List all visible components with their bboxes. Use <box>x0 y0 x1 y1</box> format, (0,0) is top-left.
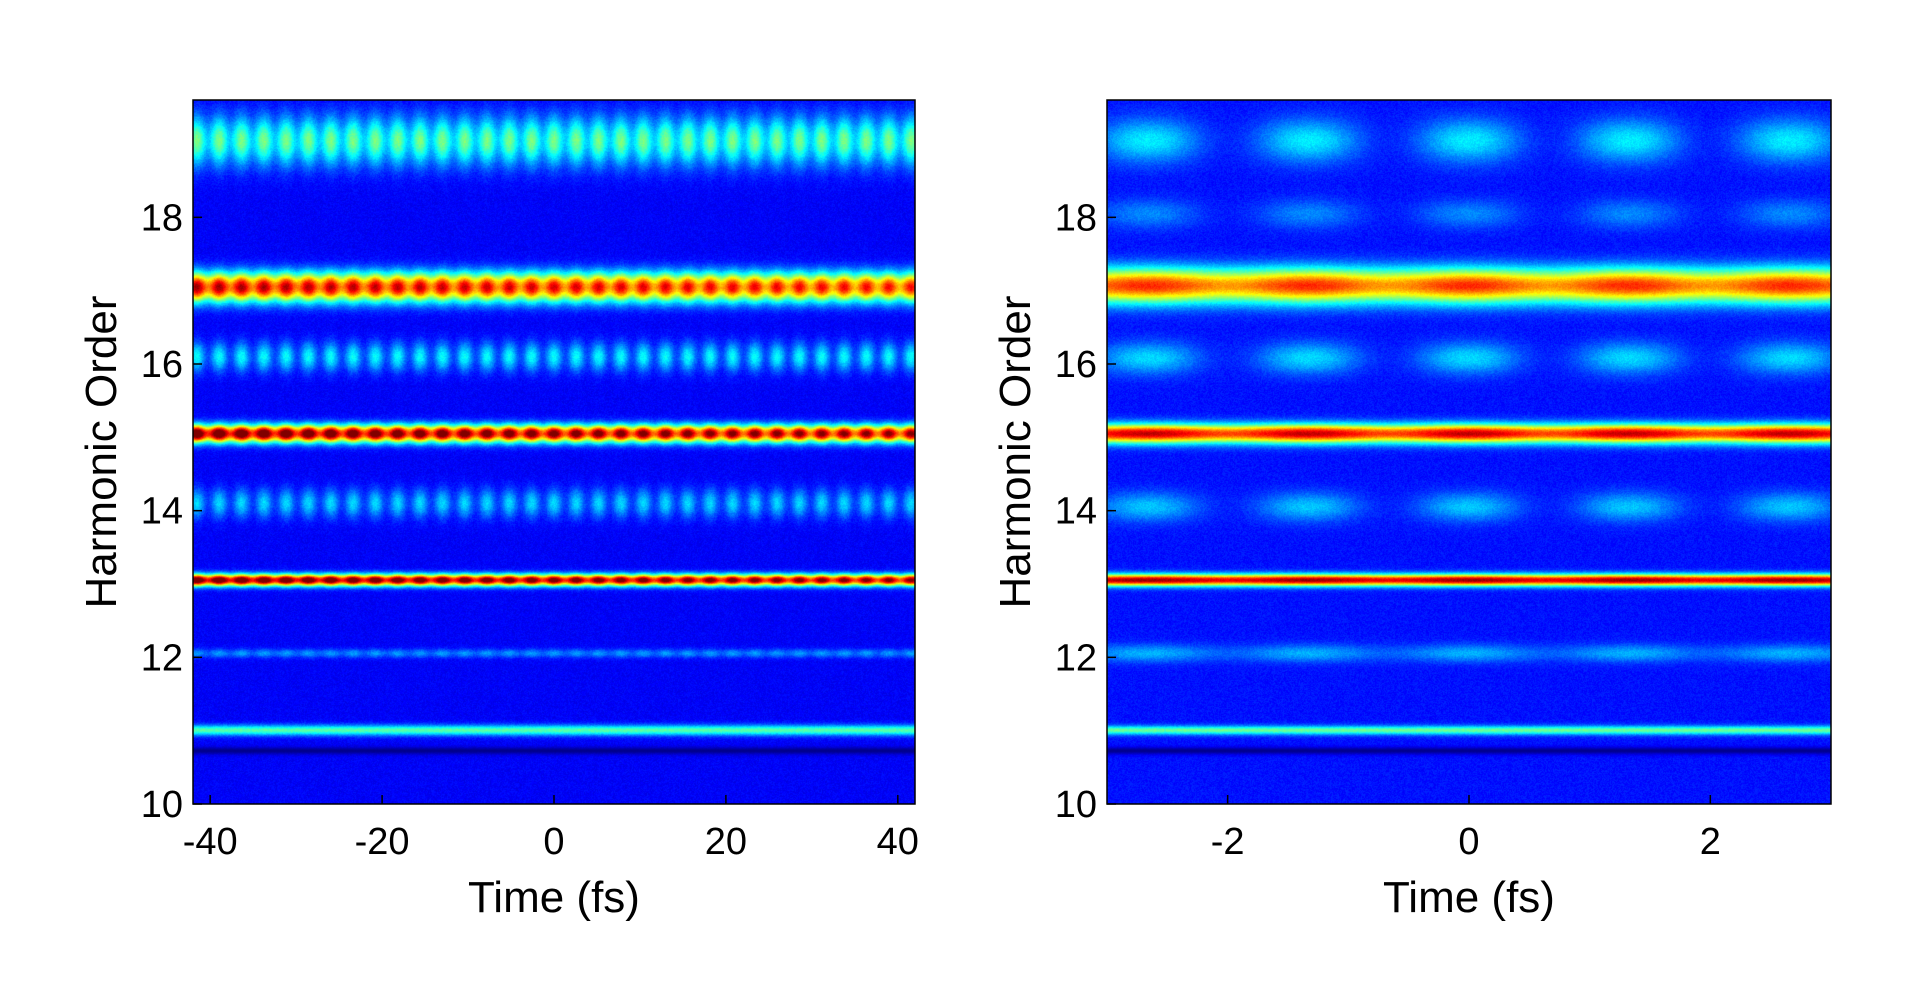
left-x-tick-label: 40 <box>877 821 919 863</box>
left-x-tick-label: -20 <box>355 821 410 863</box>
left-heatmap-container <box>193 100 915 804</box>
left-panel: -40 -20 0 20 40 10 12 14 16 18 Time (fs) Harmoni… <box>77 99 919 922</box>
left-x-tick-label: 0 <box>543 821 564 863</box>
left-x-axis-label: Time (fs) <box>468 873 640 922</box>
left-x-tick-label: 20 <box>705 821 747 863</box>
right-heatmap <box>1107 100 1831 804</box>
right-panel: -2 0 2 10 12 14 16 18 Time (fs) Harmonic Order <box>991 99 1832 922</box>
left-y-tick-label: 16 <box>141 344 183 386</box>
right-x-axis-label: Time (fs) <box>1383 873 1555 922</box>
right-y-tick-label: 12 <box>1055 637 1097 679</box>
left-x-axis-ticks: -40 -20 0 20 40 <box>183 795 919 863</box>
right-y-axis-ticks: 10 12 14 16 18 <box>1055 197 1116 826</box>
left-heatmap <box>193 100 915 804</box>
right-x-axis-ticks: -2 0 2 <box>1211 795 1721 863</box>
right-y-axis-label: Harmonic Order <box>991 296 1040 609</box>
left-x-tick-label: -40 <box>183 821 238 863</box>
left-y-axis-label: Harmonic Order <box>77 296 126 609</box>
right-heatmap-container <box>1107 100 1831 804</box>
right-y-tick-label: 18 <box>1055 197 1097 239</box>
left-y-tick-label: 10 <box>141 784 183 826</box>
right-y-tick-label: 10 <box>1055 784 1097 826</box>
right-x-tick-label: 2 <box>1700 821 1721 863</box>
right-y-tick-label: 16 <box>1055 344 1097 386</box>
left-y-tick-label: 18 <box>141 197 183 239</box>
left-y-axis-ticks: 10 12 14 16 18 <box>141 197 202 826</box>
right-x-tick-label: 0 <box>1458 821 1479 863</box>
right-y-tick-label: 14 <box>1055 491 1097 533</box>
left-y-tick-label: 12 <box>141 637 183 679</box>
right-x-tick-label: -2 <box>1211 821 1245 863</box>
left-y-tick-label: 14 <box>141 491 183 533</box>
